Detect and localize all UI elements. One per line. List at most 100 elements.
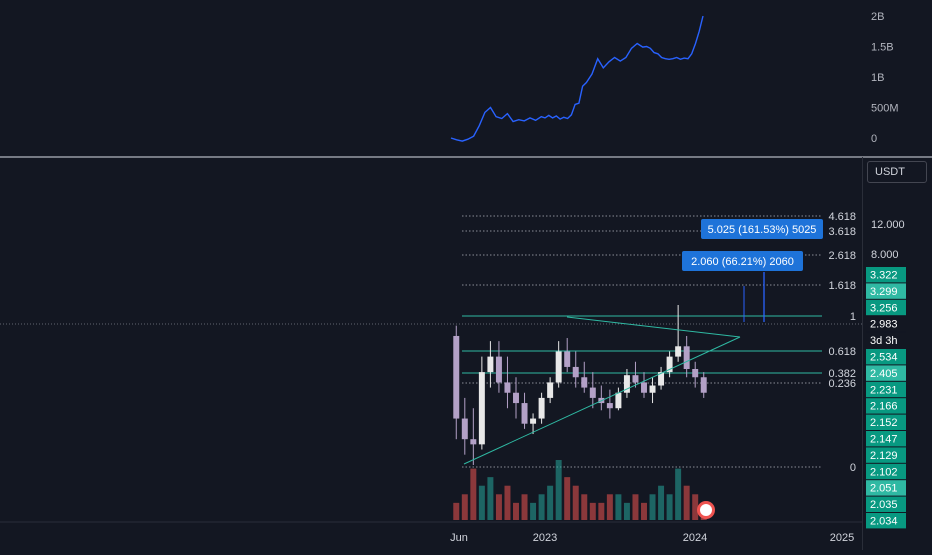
volume-bar <box>487 477 494 520</box>
price-tag-label: 2.983 <box>870 319 898 331</box>
candle-body[interactable] <box>513 392 519 404</box>
candle-body[interactable] <box>453 335 460 419</box>
candle-body[interactable] <box>547 382 554 398</box>
price-tag <box>866 299 906 316</box>
candle-body[interactable] <box>623 375 630 393</box>
x-tick-label: 2025 <box>830 532 854 544</box>
trendline-support[interactable] <box>463 336 741 465</box>
price-tag <box>866 316 906 332</box>
x-tick-label: 2024 <box>683 532 707 544</box>
candle-body[interactable] <box>666 356 673 373</box>
price-tag <box>866 349 906 365</box>
measure-label-box[interactable] <box>701 219 823 239</box>
price-scale-label: 12.000 <box>871 219 905 231</box>
fib-level-label: 1.618 <box>828 280 856 292</box>
volume-bar <box>641 502 647 520</box>
volume-bar <box>530 502 537 520</box>
volume-bar <box>470 468 477 520</box>
x-axis: Jun 2023 2024 2025 <box>450 532 854 544</box>
price-tag-label: 3d 3h <box>870 335 898 347</box>
y-tick-label: 1.5B <box>871 42 894 54</box>
price-tag <box>866 267 906 283</box>
volume-bar <box>538 494 545 520</box>
volume-bar <box>589 502 596 520</box>
price-tag-label: 2.102 <box>870 466 898 478</box>
candle-body[interactable] <box>589 387 596 398</box>
price-tag-label: 2.231 <box>870 384 898 396</box>
candle-body[interactable] <box>538 397 545 419</box>
fib-level-label: 0 <box>850 462 856 474</box>
price-tag <box>866 414 906 430</box>
volume-bar <box>598 502 605 520</box>
candle-body[interactable] <box>658 372 665 386</box>
fib-level-label: 0.236 <box>828 378 856 390</box>
volume-bar <box>658 485 665 520</box>
currency-label: USDT <box>875 166 905 178</box>
series-line[interactable] <box>450 15 704 142</box>
price-tag-label: 3.299 <box>870 286 898 298</box>
volume-bar <box>606 494 613 520</box>
candle-body[interactable] <box>641 382 647 393</box>
price-tag <box>866 513 906 529</box>
candle-body[interactable] <box>700 377 707 393</box>
candle-body[interactable] <box>495 356 502 383</box>
candle-body[interactable] <box>530 418 537 424</box>
volume-bar <box>649 494 656 520</box>
price-tag-label: 2.035 <box>870 499 898 511</box>
volume-bar <box>513 502 519 520</box>
price-tag <box>866 332 906 348</box>
volume-bar <box>666 494 673 520</box>
price-tag-label: 2.405 <box>870 368 898 380</box>
fib-level-label: 4.618 <box>828 211 856 223</box>
volume-bar <box>495 494 502 520</box>
candle-body[interactable] <box>470 439 477 445</box>
candle-body[interactable] <box>615 392 622 409</box>
candle-body[interactable] <box>683 346 690 369</box>
candle-body[interactable] <box>581 377 588 388</box>
candle-body[interactable] <box>692 369 699 378</box>
measure-label-box[interactable] <box>682 251 803 271</box>
line-pane: 2B 1.5B 1B 500M 0 <box>450 11 899 145</box>
y-tick-label: 2B <box>871 11 884 23</box>
candle-body[interactable] <box>487 356 494 373</box>
volume-bar <box>581 494 588 520</box>
volume-bar <box>478 485 485 520</box>
volume-bar <box>623 502 630 520</box>
candle-body[interactable] <box>564 351 571 367</box>
volume-bar <box>504 485 511 520</box>
candle-body[interactable] <box>632 375 639 383</box>
candle-body[interactable] <box>478 372 485 445</box>
candle-body[interactable] <box>649 385 656 393</box>
price-tag <box>866 480 906 496</box>
y-tick-label: 500M <box>871 103 899 115</box>
event-badge-inner <box>700 504 712 516</box>
candle-body[interactable] <box>572 366 579 378</box>
volume-bar <box>521 494 528 520</box>
candle-body[interactable] <box>461 418 468 440</box>
fib-level-label: 0.382 <box>828 368 856 380</box>
candle-body[interactable] <box>555 351 562 383</box>
volume-bar <box>632 494 639 520</box>
price-tag-label: 3.322 <box>870 270 898 282</box>
candle-body[interactable] <box>521 403 528 424</box>
volume-bar <box>564 477 571 520</box>
volume-bar <box>692 494 699 520</box>
y-tick-label: 0 <box>871 133 877 145</box>
candle-body[interactable] <box>606 403 613 409</box>
volume-bar <box>615 494 622 520</box>
price-tag <box>866 283 906 299</box>
fib-level-label: 0.618 <box>828 346 856 358</box>
volume-bar <box>683 485 690 520</box>
candle-body[interactable] <box>504 382 511 393</box>
volume-bar <box>675 468 682 520</box>
price-tag <box>866 496 906 512</box>
trendline-resistance[interactable] <box>566 316 741 338</box>
price-scale-label: 8.000 <box>871 249 899 261</box>
fib-band <box>462 351 862 373</box>
candle-body[interactable] <box>675 346 682 357</box>
currency-selector[interactable]: USDT <box>867 161 927 183</box>
y-tick-label: 1B <box>871 72 884 84</box>
